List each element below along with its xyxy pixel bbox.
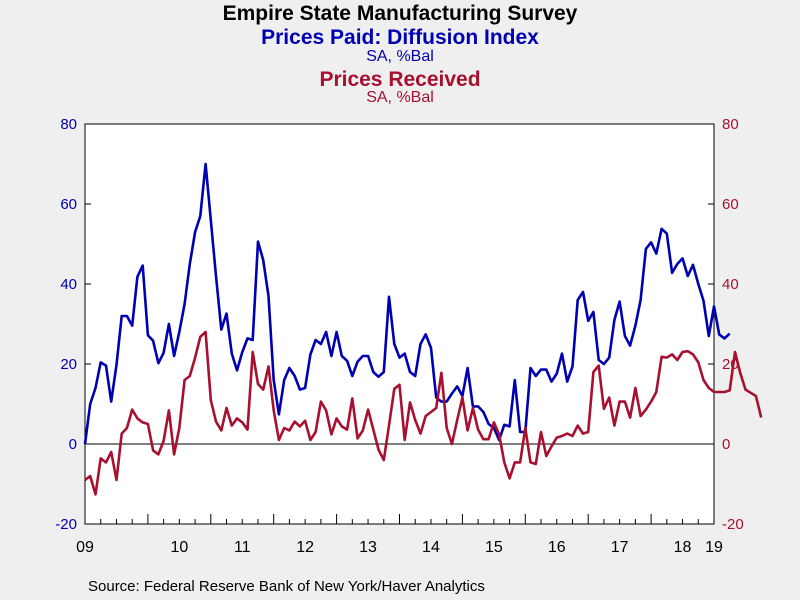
chart-title-block: Empire State Manufacturing Survey Prices… [0,2,800,106]
y-left-tick-label: 40 [60,276,77,293]
y-right-tick-label: 40 [722,276,739,293]
plot-area [84,123,715,525]
y-right-tick-label: 80 [722,116,739,133]
series-group [83,162,763,496]
series-line-1 [83,162,731,445]
x-tick-label: 16 [548,539,566,556]
y-left-tick-label: 0 [69,436,77,453]
x-tick-label: 09 [76,539,94,556]
source-note: Source: Federal Reserve Bank of New York… [88,578,485,595]
series2-name: Prices Received [319,68,481,91]
y-right-tick-label: -20 [722,516,744,533]
y-right-tick-label: 60 [722,196,739,213]
x-tick-label: 13 [359,539,377,556]
y-right-tick-label: 0 [722,436,730,453]
y-left-tick-label: -20 [55,516,77,533]
x-tick-label: 18 [674,539,692,556]
series1-name: Prices Paid: Diffusion Index [261,26,539,49]
y-left-tick-label: 80 [60,116,77,133]
chart-title: Empire State Manufacturing Survey [222,2,578,25]
x-tick-label: 10 [170,539,188,556]
x-tick-label: 15 [485,539,503,556]
y-left-tick-label: 60 [60,196,77,213]
series2-units: SA, %Bal [366,89,434,106]
x-tick-label: 19 [705,539,723,556]
x-tick-label: 12 [296,539,314,556]
y-left-tick-label: 20 [60,356,77,373]
x-tick-label: 11 [234,539,251,556]
series1-units: SA, %Bal [366,48,434,65]
x-tick-label: 14 [422,539,440,556]
series-line-2 [84,330,763,496]
x-tick-label: 17 [611,539,629,556]
